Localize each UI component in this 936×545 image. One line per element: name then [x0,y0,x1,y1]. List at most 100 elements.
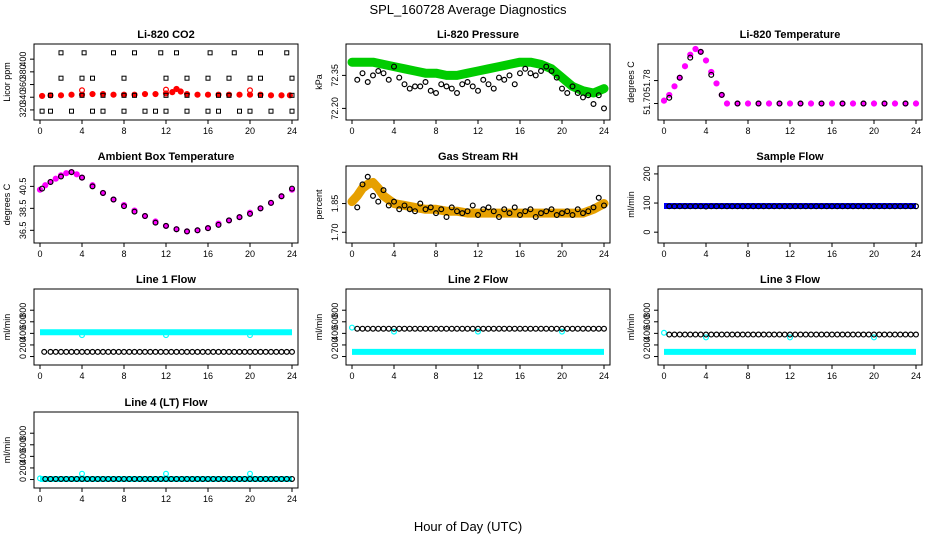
data-point [891,331,898,338]
data-point [278,92,285,99]
x-tick-label: 20 [869,249,879,259]
x-tick-label: 4 [391,126,396,136]
data-point [111,50,116,56]
data-point [142,108,148,114]
x-tick-label: 24 [287,371,297,381]
data-point [364,173,371,180]
data-point [78,332,85,339]
data-point [464,325,471,332]
data-point [516,212,523,219]
data-point [506,72,513,79]
data-point [142,213,149,220]
data-point [580,88,586,94]
y-axis-label: percent [314,189,324,220]
data-point [375,198,382,205]
data-point [359,59,366,65]
data-point [553,74,560,81]
data-point [268,348,275,355]
data-point [370,179,376,186]
data-point [204,91,212,98]
x-tick-label: 8 [745,126,750,136]
data-point [354,76,361,83]
data-point [532,213,539,220]
data-point [702,334,709,341]
data-point [177,88,184,95]
data-point [47,92,54,99]
data-point [354,193,360,199]
y-tick-label: 400 [18,52,28,67]
data-point [152,219,159,226]
panel-li-820-pressure: Li-820 Pressure kPa 0 4 8 12 16 20 24 72.20 72.35 [314,29,611,136]
data-point [380,193,387,199]
data-point [57,173,64,180]
data-point [723,331,730,338]
data-point [671,83,678,90]
data-point [485,66,492,72]
data-point [839,331,846,338]
data-point [359,70,366,77]
data-point [364,78,371,85]
data-point [79,92,85,98]
data-point [459,210,466,217]
x-tick-label: 0 [37,494,42,504]
data-point [708,331,715,338]
data-point [131,348,138,355]
data-point [860,331,867,338]
data-point [205,348,212,355]
data-point [68,348,75,355]
data-point [713,80,720,87]
x-tick-label: 12 [473,371,483,381]
series-open [666,331,919,338]
x-tick-label: 12 [785,126,795,136]
data-point [121,75,127,81]
data-point [158,50,164,56]
data-point [375,67,382,74]
data-point [692,45,699,53]
data-point [231,50,237,56]
data-point [189,348,196,355]
data-point [891,100,899,107]
series-square [39,50,295,114]
figure-x-axis-label: Hour of Day (UTC) [414,519,522,534]
data-point [110,348,117,355]
y-tick-label: 200 [18,337,28,352]
data-point [855,331,862,338]
data-point [163,470,170,477]
x-tick-label: 16 [827,371,837,381]
data-point [865,331,872,338]
data-point [496,325,503,332]
y-tick-label: 800 [642,303,652,318]
data-point [475,212,482,219]
data-point [579,94,586,101]
panel-line-4-lt-flow: Line 4 (LT) Flow ml/min 0 4 8 12 16 20 24 0 200400… [2,397,299,504]
data-point [412,204,418,211]
data-point [687,54,694,61]
data-point [823,331,830,338]
data-point [278,348,285,355]
data-point [438,325,445,332]
data-point [283,348,290,355]
y-tick-label: 400 [330,326,340,341]
data-point [912,100,920,107]
data-point [396,74,403,81]
data-point [433,70,439,76]
data-point [163,348,170,355]
y-tick-label: 200 [642,337,652,352]
data-point [385,202,392,209]
data-point [126,348,133,355]
y-axis-label: degrees C [2,183,12,225]
data-point [257,348,264,355]
y-tick-label: 200 [330,337,340,352]
data-point [289,75,295,81]
x-tick-label: 16 [827,126,837,136]
data-point [289,108,295,114]
data-point [401,202,408,209]
data-point [90,75,95,81]
panel-title: Line 1 Flow [136,274,196,286]
data-point [844,331,851,338]
data-point [396,325,403,332]
data-point [574,206,581,213]
data-point [692,331,699,338]
data-point [574,325,581,332]
